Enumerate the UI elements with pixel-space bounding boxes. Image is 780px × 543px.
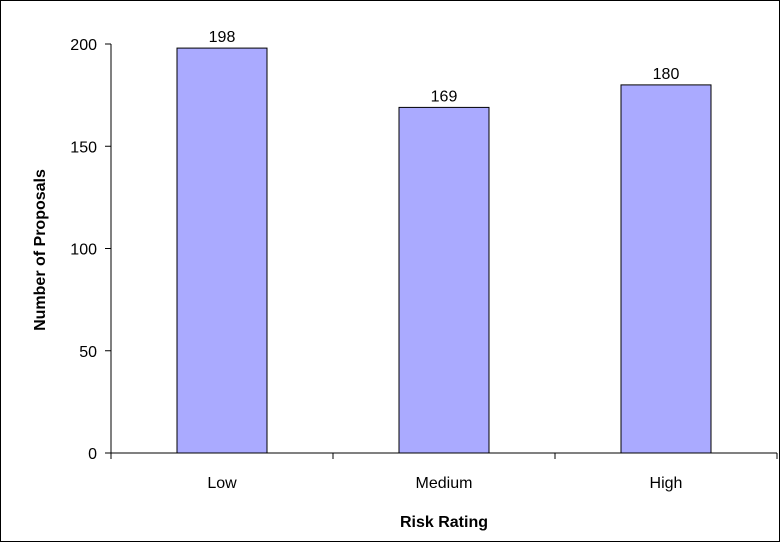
x-axis-title: Risk Rating bbox=[400, 514, 488, 531]
data-label-low: 198 bbox=[209, 29, 236, 46]
bar-high bbox=[620, 84, 712, 454]
y-tick-label-50: 50 bbox=[79, 344, 97, 361]
y-tick-label-150: 150 bbox=[70, 139, 97, 156]
y-tick-label-0: 0 bbox=[88, 446, 97, 463]
x-tick-label-medium: Medium bbox=[416, 475, 473, 492]
y-axis-title: Number of Proposals bbox=[32, 169, 49, 331]
y-tick-label-200: 200 bbox=[70, 37, 97, 54]
bar-low bbox=[176, 47, 268, 454]
data-label-medium: 169 bbox=[431, 88, 458, 105]
y-tick-label-100: 100 bbox=[70, 242, 97, 259]
axes-layer bbox=[105, 43, 778, 459]
bars-layer bbox=[176, 47, 712, 454]
bar-medium bbox=[398, 106, 490, 454]
x-tick-label-high: High bbox=[650, 475, 683, 492]
data-label-high: 180 bbox=[653, 66, 680, 83]
x-tick-label-low: Low bbox=[207, 475, 237, 492]
labels-layer: 198 Low 169 Medium 180 High 0 50 100 150 200 bbox=[70, 29, 682, 492]
